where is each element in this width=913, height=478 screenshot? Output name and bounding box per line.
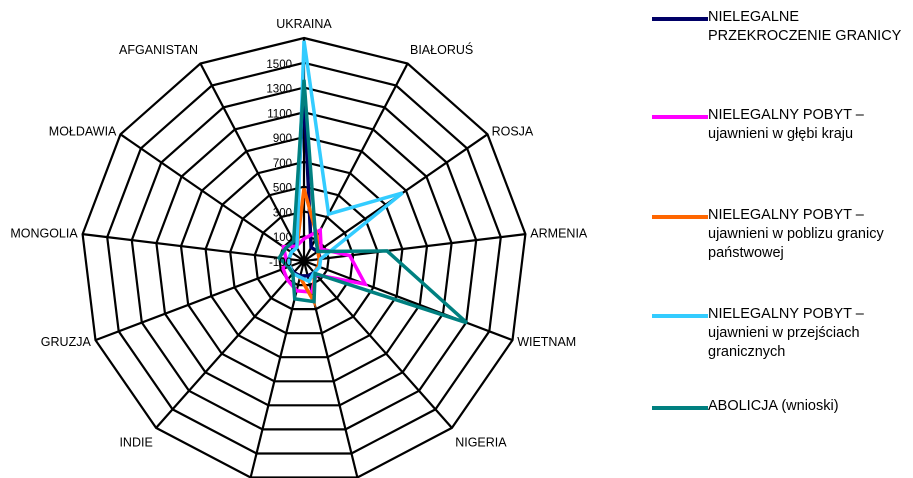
- category-label: GRUZJA: [41, 335, 92, 349]
- category-label: INDIE: [119, 436, 152, 450]
- spoke-gruzja: [95, 259, 305, 342]
- radar-chart: -100 100 300 500 700 900 1100 1300 1500 UKRAINA B…: [10, 17, 588, 478]
- category-label: UKRAINA: [276, 17, 332, 31]
- grid-ring: [204, 160, 404, 359]
- tick-label: -100: [269, 257, 292, 269]
- category-labels: UKRAINA BIAŁORUŚ ROSJA ARMENIA WIETNAM NIGERI…: [10, 17, 588, 450]
- legend-item: NIELEGALNY POBYT – ujawnieni w poblizu g…: [652, 206, 913, 263]
- tick-label: 1100: [267, 108, 292, 120]
- spoke-nigeria: [303, 260, 453, 429]
- legend-item: NIELEGALNY POBYT – ujawnieni w głębi kra…: [652, 106, 913, 144]
- grid-ring: [130, 86, 478, 431]
- spoke-afganistan: [199, 62, 305, 262]
- legend-swatch: [652, 115, 708, 119]
- legend-label: NIELEGALNY POBYT – ujawnieni w poblizu g…: [708, 207, 884, 261]
- category-label: NIGERIA: [455, 436, 507, 450]
- series-line-5: [276, 79, 469, 325]
- radial-tick-labels: -100 100 300 500 700 900 1100 1300 1500: [266, 59, 292, 269]
- legend-label: ABOLICJA (wnioski): [708, 398, 839, 414]
- legend: NIELEGALNE PRZEKROCZENIE GRANICY NIELEGAL…: [652, 0, 913, 478]
- category-label: ROSJA: [492, 125, 534, 139]
- category-label: MONGOLIA: [10, 227, 78, 241]
- tick-label: 700: [273, 158, 292, 170]
- grid-ring: [155, 111, 453, 407]
- tick-label: 100: [273, 232, 292, 244]
- legend-swatch: [652, 17, 708, 21]
- tick-label: 900: [273, 133, 292, 145]
- spoke-mongolia: [82, 233, 305, 263]
- legend-item: NIELEGALNE PRZEKROCZENIE GRANICY: [652, 8, 913, 46]
- category-label: WIETNAM: [517, 335, 576, 349]
- spoke-indie: [155, 260, 305, 429]
- category-label: BIAŁORUŚ: [410, 42, 473, 57]
- series-line-4: [287, 40, 404, 284]
- legend-item: NIELEGALNY POBYT – ujawnieni w przejścia…: [652, 305, 913, 362]
- category-label: MOŁDAWIA: [49, 125, 117, 139]
- tick-label: 300: [273, 207, 292, 219]
- legend-label: NIELEGALNE PRZEKROCZENIE GRANICY: [708, 9, 902, 44]
- tick-label: 1500: [266, 59, 292, 71]
- legend-label: NIELEGALNY POBYT – ujawnieni w przejścia…: [708, 306, 864, 360]
- spoke-mołdawia: [119, 133, 305, 262]
- grid-ring: [179, 135, 429, 383]
- grid-ring: [229, 185, 379, 335]
- tick-label: 500: [273, 183, 292, 195]
- radar-series: [276, 40, 469, 325]
- legend-item: ABOLICJA (wnioski): [652, 397, 913, 416]
- category-label: AFGANISTAN: [119, 43, 198, 57]
- grid-ring: [106, 61, 502, 455]
- category-label: ARMENIA: [530, 227, 588, 241]
- legend-label: NIELEGALNY POBYT – ujawnieni w głębi kra…: [708, 107, 864, 142]
- spoke-wietnam: [303, 259, 513, 342]
- tick-label: 1300: [266, 84, 292, 96]
- legend-swatch: [652, 314, 708, 318]
- spoke-armenia: [303, 233, 526, 263]
- legend-swatch: [652, 406, 708, 410]
- legend-swatch: [652, 215, 708, 219]
